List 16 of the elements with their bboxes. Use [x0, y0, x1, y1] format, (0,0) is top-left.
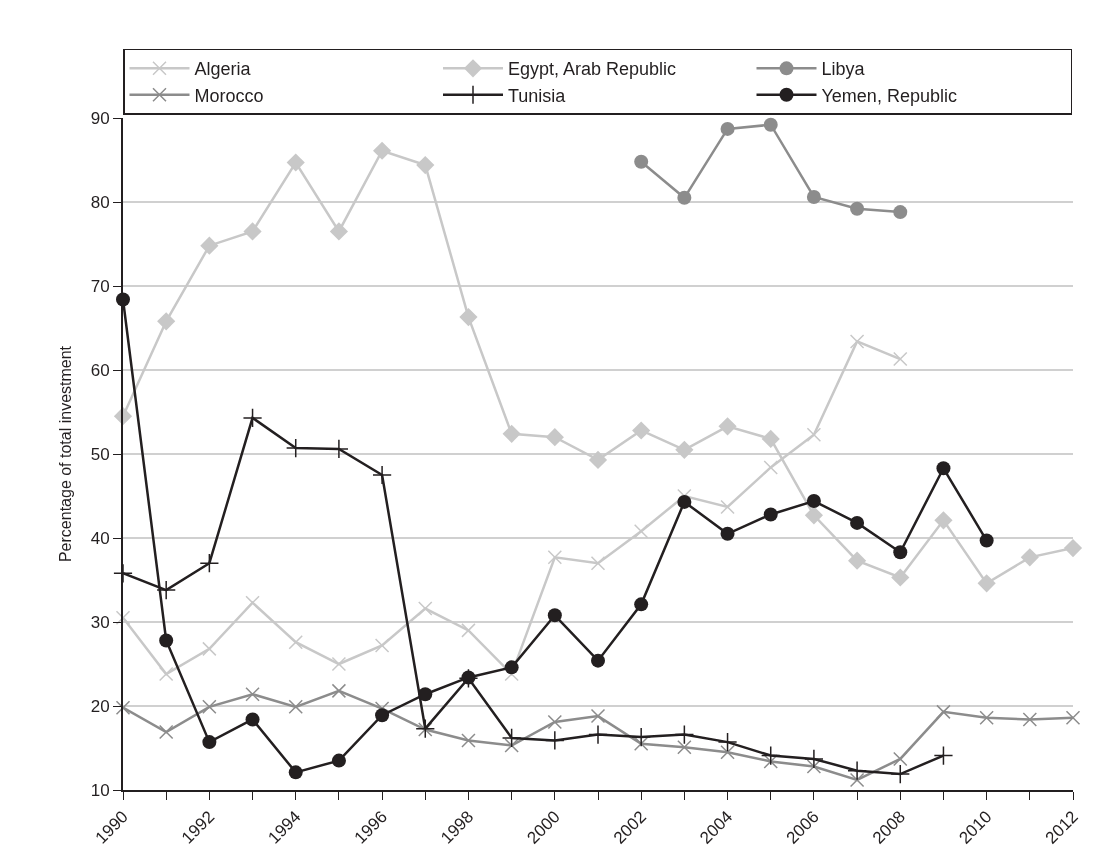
legend-label: Morocco [194, 85, 264, 106]
legend-label: Libya [821, 59, 866, 80]
y-axis-title: Percentage of total investment [57, 345, 75, 563]
legend-label: Algeria [194, 59, 252, 80]
y-tick-label: 10 [90, 780, 110, 800]
y-tick-label: 70 [90, 276, 110, 296]
y-tick-label: 80 [90, 192, 110, 212]
y-tick-label: 30 [90, 612, 110, 632]
y-tick-label: 20 [90, 696, 110, 716]
y-tick-label: 40 [90, 528, 110, 548]
y-tick-label: 50 [90, 444, 110, 464]
legend-label: Tunisia [508, 85, 567, 106]
legend-label: Egypt, Arab Republic [508, 59, 677, 80]
y-tick-label: 90 [90, 108, 110, 128]
legend-label: Yemen, Republic [821, 85, 957, 106]
y-tick-label: 60 [90, 360, 110, 380]
